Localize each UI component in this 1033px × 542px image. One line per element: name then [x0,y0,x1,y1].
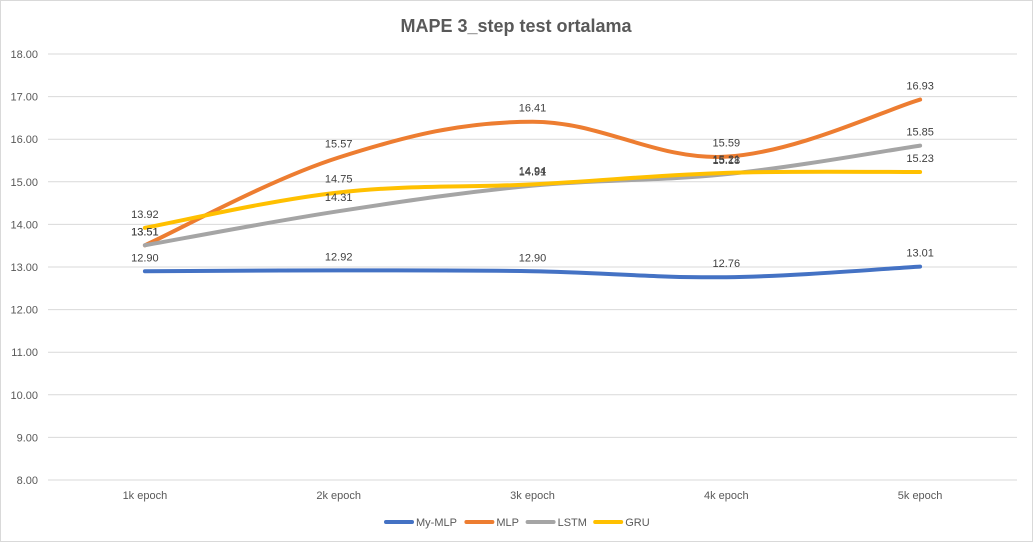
data-label-lstm: 15.85 [906,127,934,139]
gridlines [48,53,1017,481]
data-label-my-mlp: 12.90 [519,252,547,264]
series-line-mlp [142,97,923,248]
x-tick-label: 1k epoch [123,490,168,502]
legend-label: MLP [496,517,519,529]
data-label-gru: 13.92 [131,209,159,221]
y-tick-label: 8.00 [17,475,38,487]
legend-label: My-MLP [416,517,457,529]
chart-title: MAPE 3_step test ortalama [400,16,632,36]
data-label-lstm: 15.18 [713,155,741,167]
y-axis-tick-labels: 8.00 9.00 10.00 11.00 12.00 13.00 14.00 15.00 16… [10,49,38,487]
y-tick-label: 15.00 [10,177,38,189]
y-tick-label: 12.00 [10,305,38,317]
series-lines [142,97,923,280]
series-line-my-mlp [142,264,923,280]
data-label-my-mlp: 12.92 [325,251,353,263]
data-label-gru: 14.75 [325,173,353,185]
legend-item-lstm: LSTM [525,517,587,529]
data-labels: 12.90 12.92 12.90 12.76 13.01 13.51 15.57 16.41… [131,81,934,271]
data-label-mlp: 16.41 [519,103,547,115]
series-line-lstm [142,143,923,248]
legend-item-mlp: MLP [464,517,519,529]
data-label-lstm: 14.31 [325,192,353,204]
legend-item-my-mlp: My-MLP [384,517,457,529]
x-tick-label: 2k epoch [316,490,361,502]
legend-label: LSTM [558,517,587,529]
data-label-lstm: 13.51 [131,226,159,238]
y-tick-label: 9.00 [17,432,38,444]
data-label-gru: 15.23 [906,153,934,165]
data-label-mlp: 15.59 [713,138,741,150]
x-axis-tick-labels: 1k epoch 2k epoch 3k epoch 4k epoch 5k epoch [123,490,943,502]
x-tick-label: 5k epoch [898,490,943,502]
y-tick-label: 10.00 [10,390,38,402]
legend-item-gru: GRU [593,517,650,529]
data-label-my-mlp: 12.76 [713,258,741,270]
x-tick-label: 3k epoch [510,490,555,502]
data-label-lstm: 14.91 [519,167,547,179]
data-label-mlp: 16.93 [906,81,934,93]
data-label-mlp: 15.57 [325,139,353,151]
y-tick-label: 16.00 [10,134,38,146]
y-tick-label: 14.00 [10,219,38,231]
data-label-my-mlp: 13.01 [906,248,934,260]
series-line-gru [142,169,923,230]
legend-label: GRU [625,517,650,529]
data-label-gru: 14.94 [519,165,547,177]
data-label-mlp: 13.51 [131,226,159,238]
y-tick-label: 13.00 [10,262,38,274]
y-tick-label: 11.00 [11,347,38,359]
data-label-my-mlp: 12.90 [131,252,159,264]
y-tick-label: 17.00 [10,92,38,104]
y-tick-label: 18.00 [10,49,38,61]
x-tick-label: 4k epoch [704,490,749,502]
legend: My-MLP MLP LSTM GRU [384,517,650,529]
data-label-gru: 15.21 [713,154,741,166]
